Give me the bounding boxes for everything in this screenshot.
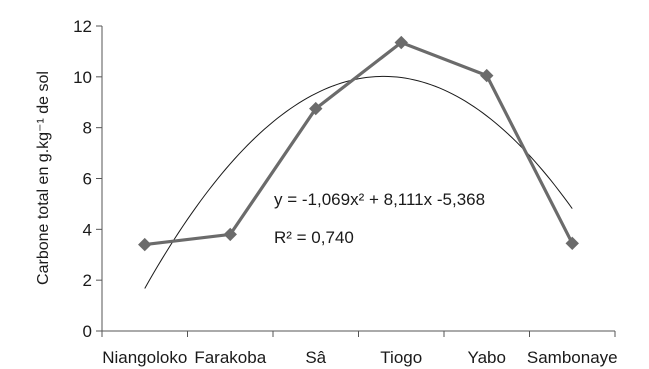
y-tick-label: 6	[83, 170, 92, 189]
data-point-marker	[138, 237, 152, 252]
series	[138, 35, 579, 252]
x-category-label: Sambonaye	[527, 348, 618, 367]
y-axis: 0 2 4 6 8 10 12	[73, 17, 103, 341]
trendline-r-squared: R² = 0,740	[274, 228, 354, 247]
annotations: y = -1,069x² + 8,111x -5,368 R² = 0,740	[274, 190, 485, 247]
x-category-label: Yabo	[468, 348, 506, 367]
x-axis: Niangoloko Farakoba Sâ Tiogo Yabo Sambonaye	[101, 330, 618, 367]
x-category-label: Niangoloko	[102, 348, 187, 367]
trendline-equation: y = -1,069x² + 8,111x -5,368	[274, 190, 485, 209]
x-category-label: Tiogo	[380, 348, 422, 367]
y-tick-label: 0	[83, 322, 92, 341]
data-point-marker	[480, 68, 494, 83]
y-axis-label: Carbone total en g.kg⁻¹ de sol	[35, 71, 52, 285]
y-tick-label: 2	[83, 271, 92, 290]
data-point-marker	[309, 101, 323, 116]
data-point-marker	[223, 227, 237, 242]
x-category-label: Farakoba	[194, 348, 266, 367]
series-line	[144, 40, 574, 247]
x-category-label: Sâ	[305, 348, 326, 367]
y-tick-label: 4	[83, 220, 92, 239]
y-tick-label: 10	[73, 68, 92, 87]
trendline	[144, 75, 573, 289]
y-tick-label: 8	[83, 119, 92, 138]
data-point-marker	[394, 35, 408, 50]
trendline-curve	[144, 75, 573, 289]
y-tick-label: 12	[73, 17, 92, 36]
data-point-marker	[565, 236, 579, 251]
